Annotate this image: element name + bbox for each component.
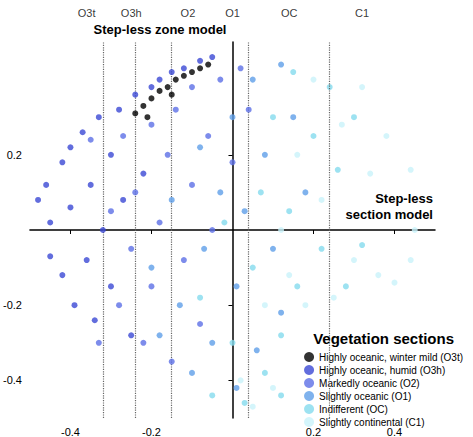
svg-text:-0.2: -0.2	[142, 426, 161, 437]
svg-text:O2: O2	[181, 7, 196, 19]
svg-text:Indifferent (OC): Indifferent (OC)	[319, 403, 388, 415]
svg-text:section model: section model	[346, 207, 433, 222]
svg-text:O3t: O3t	[78, 7, 96, 19]
svg-text:Highly oceanic, winter mild (O: Highly oceanic, winter mild (O3t)	[319, 352, 463, 363]
svg-text:Step-less zone model: Step-less zone model	[94, 22, 227, 37]
svg-text:Markedly oceanic (O2): Markedly oceanic (O2)	[319, 378, 420, 389]
svg-text:Highly oceanic, humid (O3h): Highly oceanic, humid (O3h)	[319, 365, 445, 376]
svg-text:Step-less: Step-less	[375, 191, 433, 206]
svg-text:Slightly oceanic (O1): Slightly oceanic (O1)	[319, 391, 411, 402]
svg-text:-0.4: -0.4	[61, 426, 80, 437]
svg-text:-0.4: -0.4	[3, 374, 22, 386]
svg-text:0.2: 0.2	[7, 149, 22, 161]
svg-text:Slightly continental (C1): Slightly continental (C1)	[319, 417, 425, 428]
svg-text:O1: O1	[225, 7, 240, 19]
svg-text:Vegetation sections: Vegetation sections	[313, 330, 454, 347]
svg-text:C1: C1	[355, 7, 369, 19]
svg-text:-0.2: -0.2	[3, 299, 22, 311]
svg-text:O3h: O3h	[121, 7, 142, 19]
svg-text:OC: OC	[281, 7, 298, 19]
